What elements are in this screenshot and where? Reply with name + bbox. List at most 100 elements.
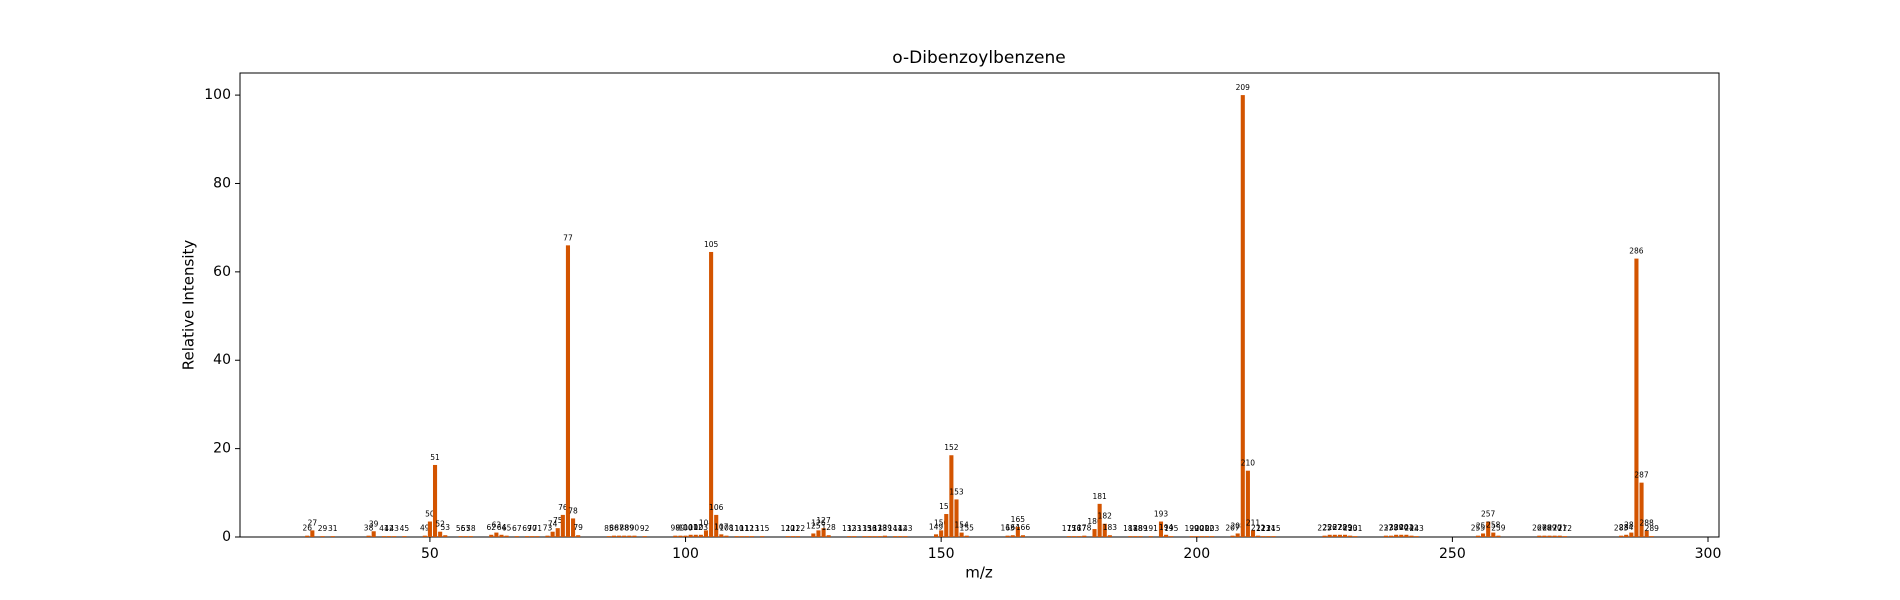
peak-label: 139 xyxy=(878,524,893,533)
peak-bar xyxy=(1388,535,1394,537)
peak-label: 212 xyxy=(1251,524,1266,533)
peak-bar xyxy=(1164,534,1169,537)
peak-bar xyxy=(560,514,565,537)
peak-bar xyxy=(535,536,540,537)
peak-label: 187 xyxy=(1123,524,1138,533)
peak-bar xyxy=(959,532,964,537)
peak-label: 50 xyxy=(425,510,435,519)
peak-label: 238 xyxy=(1384,524,1399,533)
peak-label: 153 xyxy=(949,487,964,496)
peak-label: 283 xyxy=(1614,524,1629,533)
peak-label: 211 xyxy=(1246,518,1261,527)
peak-label: 243 xyxy=(1409,524,1424,533)
peak-bar xyxy=(1394,534,1399,537)
peak-label: 256 xyxy=(1476,521,1491,530)
peak-bar xyxy=(1322,535,1327,537)
peak-bar xyxy=(1169,536,1174,537)
peak-label: 63 xyxy=(492,521,502,530)
peak-bar xyxy=(1235,533,1240,537)
peak-bar xyxy=(545,535,550,537)
peak-bar xyxy=(862,536,867,537)
peak-label: 42 xyxy=(384,524,394,533)
peak-bar xyxy=(468,536,473,537)
peak-bar xyxy=(458,536,463,537)
peak-bar xyxy=(893,536,898,537)
peak-label: 189 xyxy=(1133,524,1148,533)
x-tick-label: 250 xyxy=(1439,546,1466,562)
peak-label: 53 xyxy=(440,523,450,532)
peak-bar xyxy=(872,536,877,537)
peak-label: 202 xyxy=(1200,524,1215,533)
peak-bar xyxy=(744,536,749,537)
peak-bar xyxy=(734,536,739,537)
peak-label: 180 xyxy=(1087,517,1102,526)
peak-label: 52 xyxy=(435,520,445,529)
peak-bar xyxy=(934,534,939,537)
peak-bar xyxy=(964,535,969,537)
peak-label: 257 xyxy=(1481,510,1496,519)
peak-label: 88 xyxy=(619,524,629,533)
peak-bar xyxy=(632,535,637,537)
peak-label: 193 xyxy=(1154,510,1169,519)
peak-label: 213 xyxy=(1256,524,1271,533)
peak-label: 108 xyxy=(719,524,734,533)
peak-bar xyxy=(1649,536,1654,537)
peak-label: 151 xyxy=(939,502,954,511)
peak-label: 86 xyxy=(609,524,619,533)
peak-label: 289 xyxy=(1645,524,1660,533)
peak-bar xyxy=(683,535,688,537)
peak-bar xyxy=(1414,536,1419,537)
peak-bar xyxy=(1342,534,1348,537)
peak-label: 227 xyxy=(1328,523,1343,532)
peak-label: 138 xyxy=(873,524,888,533)
peak-bar xyxy=(1619,535,1624,537)
peak-label: 122 xyxy=(791,524,806,533)
peak-bar xyxy=(1327,534,1332,537)
peak-bar xyxy=(1266,536,1271,537)
peak-label: 188 xyxy=(1128,524,1143,533)
peak-bar xyxy=(1537,535,1542,537)
peak-bar xyxy=(499,534,504,537)
peak-bar xyxy=(1491,532,1496,537)
peak-label: 51 xyxy=(430,453,440,462)
peak-bar xyxy=(617,535,622,537)
peak-label: 199 xyxy=(1184,524,1199,533)
peak-label: 112 xyxy=(740,524,755,533)
peak-label: 121 xyxy=(786,524,801,533)
peak-label: 214 xyxy=(1261,524,1276,533)
chart-title: o-Dibenzoylbenzene xyxy=(892,48,1065,68)
peak-label: 27 xyxy=(308,518,318,527)
peak-label: 128 xyxy=(822,523,837,532)
peak-bar xyxy=(1348,535,1353,537)
peak-label: 255 xyxy=(1471,524,1486,533)
peak-label: 230 xyxy=(1343,524,1358,533)
peak-label: 215 xyxy=(1266,524,1281,533)
peak-label: 120 xyxy=(781,524,796,533)
peak-label: 41 xyxy=(379,524,389,533)
peak-label: 288 xyxy=(1639,518,1654,527)
peak-label: 115 xyxy=(755,524,770,533)
peak-bar xyxy=(903,536,908,537)
peak-bar xyxy=(1072,536,1077,537)
peak-bar xyxy=(1542,535,1547,537)
peak-bar xyxy=(1404,534,1409,537)
peak-bar xyxy=(944,514,949,537)
peak-bar xyxy=(1552,535,1557,537)
peak-bar xyxy=(1256,535,1261,537)
peak-label: 74 xyxy=(548,520,558,529)
peak-bar xyxy=(1557,535,1562,537)
peak-bar xyxy=(826,535,831,537)
peak-bar xyxy=(1250,530,1256,537)
peak-bar xyxy=(622,535,627,537)
peak-label: 67 xyxy=(512,524,522,533)
peak-bar xyxy=(724,535,729,537)
peak-bar xyxy=(749,536,755,537)
peak-label: 64 xyxy=(497,523,507,532)
peak-bar xyxy=(392,536,397,537)
peak-bar xyxy=(898,536,903,537)
peak-bar xyxy=(673,535,678,537)
peak-bar xyxy=(576,535,581,537)
peak-label: 39 xyxy=(369,519,379,528)
peak-label: 181 xyxy=(1092,492,1107,501)
